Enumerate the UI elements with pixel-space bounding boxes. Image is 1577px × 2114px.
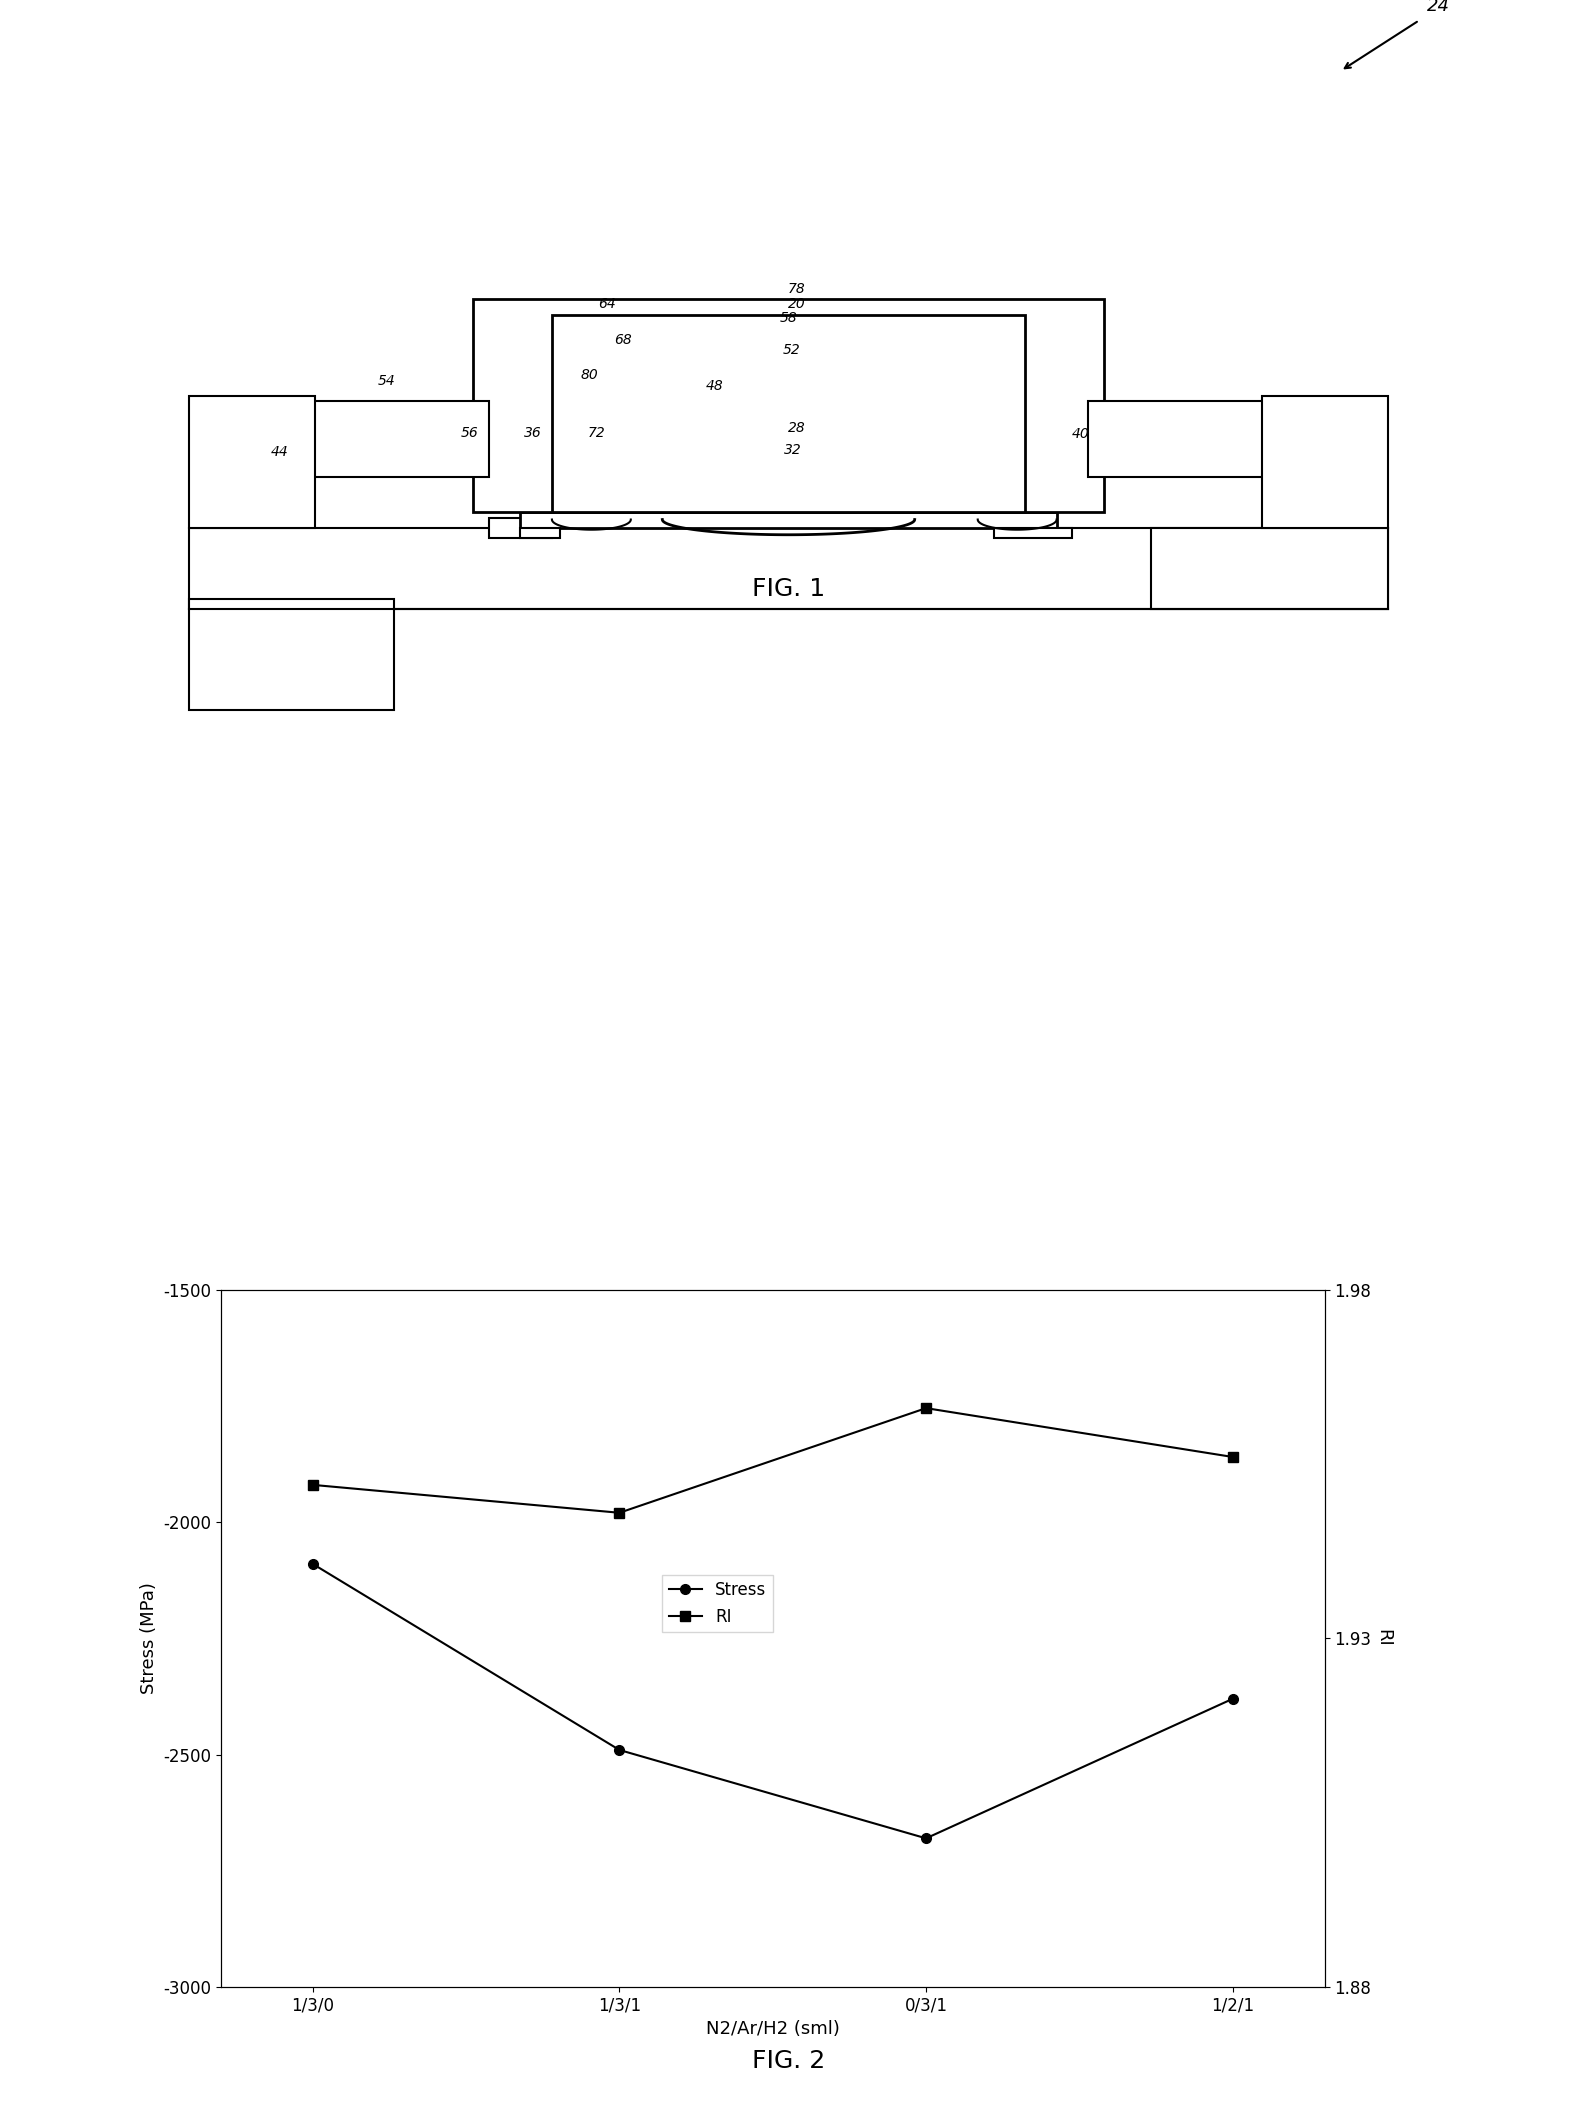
Text: 40: 40 (1071, 427, 1090, 442)
Bar (583, 355, 994, 512)
Stress (610, 1738, 629, 1763)
Text: 80: 80 (580, 368, 599, 383)
Line: RI: RI (308, 1404, 1238, 1518)
Text: 58: 58 (779, 311, 798, 326)
Bar (994, 528, 1072, 537)
Y-axis label: Stress (MPa): Stress (MPa) (139, 1583, 158, 1693)
Stress (1224, 1687, 1243, 1712)
Stress (916, 1826, 935, 1852)
Line: Stress: Stress (308, 1560, 1238, 1843)
RI (610, 1501, 629, 1526)
Bar (615, 366, 962, 507)
RI (303, 1471, 322, 1497)
RI (916, 1395, 935, 1421)
Bar (1088, 402, 1269, 478)
Bar (308, 402, 489, 478)
Legend: Stress, RI: Stress, RI (662, 1575, 773, 1632)
Bar (520, 528, 560, 537)
Text: 72: 72 (587, 427, 606, 440)
Text: 28: 28 (787, 421, 806, 435)
Text: FIG. 1: FIG. 1 (752, 577, 825, 600)
Stress (303, 1552, 322, 1577)
Text: 32: 32 (784, 442, 803, 457)
Bar (552, 315, 1025, 512)
Text: 24: 24 (1427, 0, 1451, 15)
Bar (607, 452, 631, 512)
Text: 78: 78 (787, 281, 806, 296)
Bar (189, 528, 1388, 609)
Bar (1262, 395, 1388, 528)
Text: FIG. 2: FIG. 2 (752, 2048, 825, 2074)
Y-axis label: RI: RI (1374, 1630, 1392, 1647)
Text: 20: 20 (787, 298, 806, 311)
Bar (946, 452, 970, 512)
Text: 36: 36 (524, 427, 542, 440)
RI (1224, 1444, 1243, 1469)
Text: 48: 48 (705, 378, 724, 393)
Text: 44: 44 (270, 444, 289, 459)
X-axis label: N2/Ar/H2 (sml): N2/Ar/H2 (sml) (706, 2021, 839, 2038)
Text: 68: 68 (613, 332, 632, 347)
Bar (631, 452, 946, 512)
Text: 64: 64 (598, 298, 617, 311)
Bar (473, 300, 1104, 512)
Text: 56: 56 (460, 427, 479, 440)
Bar (1151, 528, 1388, 609)
Bar (520, 512, 1057, 528)
Bar (615, 406, 962, 427)
Bar (189, 598, 394, 710)
Text: 52: 52 (782, 342, 801, 357)
Bar (189, 395, 315, 528)
Bar (631, 427, 946, 452)
Bar (489, 518, 552, 537)
Text: 54: 54 (377, 374, 396, 387)
